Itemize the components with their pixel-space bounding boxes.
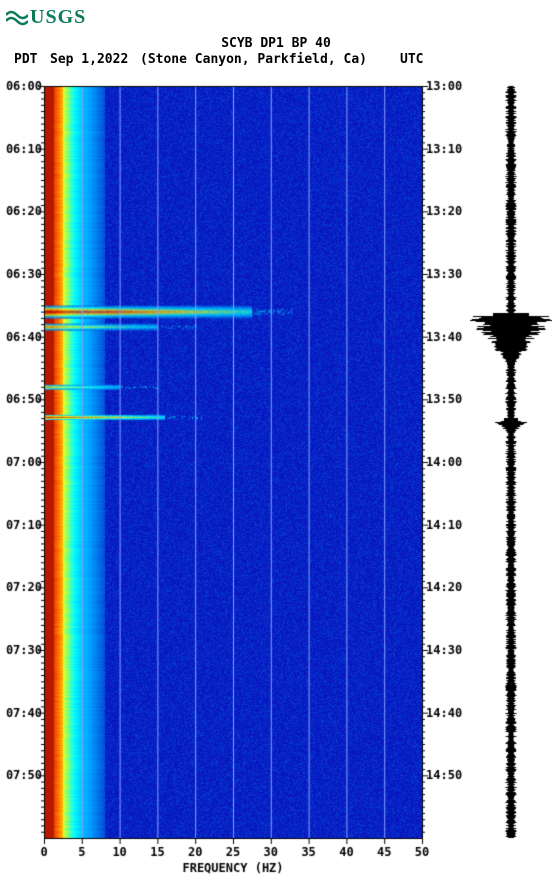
waveform-chart	[470, 80, 552, 884]
location-label: (Stone Canyon, Parkfield, Ca)	[140, 52, 367, 67]
pdt-label: PDT	[14, 52, 37, 67]
spectrogram-chart	[0, 80, 470, 884]
date-label: Sep 1,2022	[50, 52, 128, 67]
usgs-logo: USGS	[6, 6, 86, 29]
chart-title: SCYB DP1 BP 40	[0, 36, 552, 51]
utc-label: UTC	[400, 52, 423, 67]
wave-icon	[6, 9, 28, 27]
logo-text: USGS	[30, 6, 86, 29]
